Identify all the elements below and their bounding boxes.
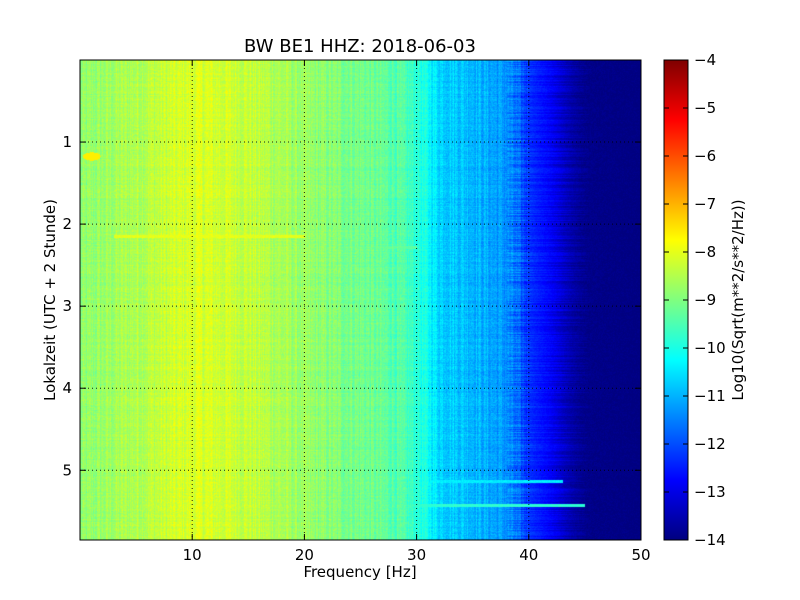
colorbar-tick-label: −12: [694, 435, 726, 453]
colorbar-tick-label: −6: [694, 147, 716, 165]
y-tick-label: 2: [62, 215, 72, 233]
x-axis: 10 20 30 40 50: [183, 60, 651, 564]
x-tick-label: 10: [183, 546, 202, 564]
plot-area: [80, 60, 641, 540]
colorbar-tick-label: −7: [694, 195, 716, 213]
x-tick-label: 50: [631, 546, 650, 564]
colorbar: −4 −5 −6 −7 −8 −9 −10 −11 −12 −13 −14 Log10(Sqrt(m…: [663, 51, 747, 549]
colorbar-tick-label: −9: [694, 291, 716, 309]
y-tick-label: 3: [62, 297, 72, 315]
x-tick-label: 30: [407, 546, 426, 564]
y-tick-label: 4: [62, 379, 72, 397]
y-tick-label: 1: [62, 133, 72, 151]
spectrogram-heatmap: [80, 60, 641, 540]
plot-frame: [79, 59, 642, 541]
colorbar-tick-label: −5: [694, 99, 716, 117]
x-axis-label: Frequency [Hz]: [303, 563, 416, 581]
colorbar-tick-label: −13: [694, 483, 726, 501]
x-tick-label: 20: [295, 546, 314, 564]
y-axis-label: Lokalzeit (UTC + 2 Stunde): [41, 199, 59, 401]
x-tick-label: 40: [519, 546, 538, 564]
grid-lines: [80, 60, 641, 540]
colorbar-label: Log10(Sqrt(m**2/s**2/Hz)): [729, 199, 747, 400]
colorbar-tick-label: −8: [694, 243, 716, 261]
colorbar-tick-label: −10: [694, 339, 726, 357]
colorbar-tick-label: −11: [694, 387, 726, 405]
colorbar-tick-label: −14: [694, 531, 726, 549]
y-tick-label: 5: [62, 461, 72, 479]
y-axis: 1 2 3 4 5: [62, 133, 641, 479]
chart-title: BW BE1 HHZ: 2018-06-03: [244, 36, 476, 57]
colorbar-tick-label: −4: [694, 51, 716, 69]
colorbar-ticks: −4 −5 −6 −7 −8 −9 −10 −11 −12 −13 −14: [664, 51, 726, 549]
